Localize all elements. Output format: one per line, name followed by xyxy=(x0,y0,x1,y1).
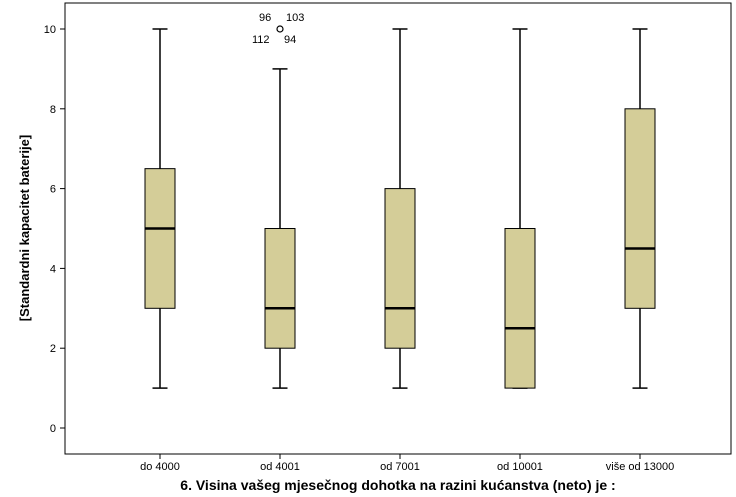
y-tick-label: 2 xyxy=(50,343,56,355)
outlier-label: 103 xyxy=(286,12,304,24)
y-tick-label: 4 xyxy=(50,263,56,275)
outlier-point xyxy=(276,25,284,33)
outlier-label: 94 xyxy=(284,34,296,46)
plot-frame xyxy=(64,2,732,455)
outlier-label: 96 xyxy=(259,12,271,24)
y-axis: 0 2 4 6 8 10 xyxy=(44,24,65,435)
y-tick-label: 6 xyxy=(50,184,56,196)
box-group xyxy=(624,28,656,389)
boxes: 96 103 112 94 xyxy=(144,12,656,389)
box-iqr xyxy=(144,168,176,309)
y-axis-title: [Standardni kapacitet baterije] xyxy=(17,135,32,321)
x-tick-label: od 7001 xyxy=(380,461,420,473)
box-group xyxy=(144,28,176,389)
x-tick-label: od 4001 xyxy=(260,461,300,473)
box-iqr xyxy=(264,228,296,349)
box-group xyxy=(504,28,536,389)
box-group: 96 103 112 94 xyxy=(252,12,304,389)
y-tick-label: 10 xyxy=(44,24,56,36)
outlier-label: 112 xyxy=(252,34,270,46)
x-tick-label: od 10001 xyxy=(497,461,543,473)
x-axis: do 4000 od 4001 od 7001 od 10001 više od 130… xyxy=(140,454,674,473)
y-tick-label: 8 xyxy=(50,104,56,116)
box-iqr xyxy=(624,108,656,309)
box-group xyxy=(384,28,416,389)
x-axis-title: 6. Visina vašeg mjesečnog dohotka na raz… xyxy=(180,477,615,493)
box-iqr xyxy=(504,228,536,389)
y-tick-label: 0 xyxy=(50,423,56,435)
x-tick-label: do 4000 xyxy=(140,461,180,473)
box-iqr xyxy=(384,188,416,349)
x-tick-label: više od 13000 xyxy=(606,461,675,473)
